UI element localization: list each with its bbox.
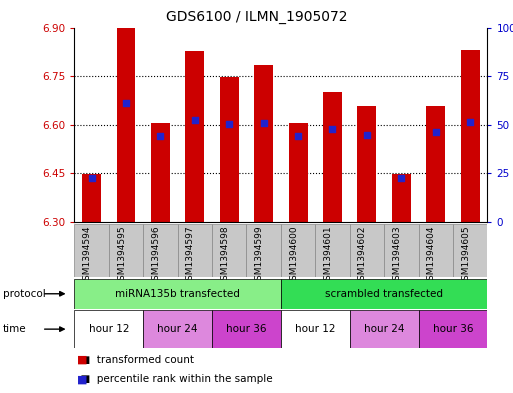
Point bbox=[466, 119, 474, 125]
Bar bbox=[82, 174, 101, 222]
Bar bbox=[426, 106, 445, 222]
Text: GSM1394604: GSM1394604 bbox=[427, 225, 436, 286]
Bar bbox=[109, 224, 143, 277]
Text: GSM1394594: GSM1394594 bbox=[83, 225, 92, 286]
Bar bbox=[350, 224, 384, 277]
Bar bbox=[185, 51, 204, 222]
Point bbox=[363, 131, 371, 138]
Text: hour 12: hour 12 bbox=[89, 324, 129, 334]
Bar bbox=[151, 123, 170, 222]
Text: hour 12: hour 12 bbox=[295, 324, 336, 334]
Point bbox=[260, 120, 268, 126]
Text: GSM1394602: GSM1394602 bbox=[358, 225, 367, 286]
Text: GSM1394601: GSM1394601 bbox=[324, 225, 332, 286]
Bar bbox=[315, 224, 350, 277]
Bar bbox=[392, 174, 411, 222]
Bar bbox=[281, 279, 487, 309]
Point bbox=[191, 117, 199, 123]
Text: GDS6100 / ILMN_1905072: GDS6100 / ILMN_1905072 bbox=[166, 10, 347, 24]
Text: GSM1394597: GSM1394597 bbox=[186, 225, 195, 286]
Point bbox=[294, 133, 302, 139]
Point bbox=[225, 121, 233, 127]
Text: hour 24: hour 24 bbox=[364, 324, 404, 334]
Bar bbox=[116, 28, 135, 222]
Text: GSM1394596: GSM1394596 bbox=[151, 225, 161, 286]
Text: ■: ■ bbox=[77, 374, 87, 384]
Text: hour 36: hour 36 bbox=[432, 324, 473, 334]
Text: ■: ■ bbox=[77, 354, 87, 365]
Bar bbox=[143, 310, 212, 348]
Bar bbox=[143, 224, 177, 277]
Bar bbox=[419, 224, 453, 277]
Text: GSM1394605: GSM1394605 bbox=[461, 225, 470, 286]
Text: miRNA135b transfected: miRNA135b transfected bbox=[115, 289, 240, 299]
Text: time: time bbox=[3, 324, 26, 334]
Text: GSM1394603: GSM1394603 bbox=[392, 225, 401, 286]
Text: GSM1394600: GSM1394600 bbox=[289, 225, 298, 286]
Text: hour 24: hour 24 bbox=[157, 324, 198, 334]
Point bbox=[431, 129, 440, 135]
Point bbox=[156, 133, 165, 139]
Bar bbox=[323, 92, 342, 222]
Bar bbox=[384, 224, 419, 277]
Bar bbox=[461, 50, 480, 222]
Bar bbox=[281, 310, 350, 348]
Bar bbox=[289, 123, 307, 222]
Bar bbox=[220, 77, 239, 222]
Point bbox=[122, 99, 130, 106]
Bar bbox=[350, 310, 419, 348]
Bar bbox=[281, 224, 315, 277]
Point bbox=[88, 175, 96, 182]
Text: GSM1394599: GSM1394599 bbox=[254, 225, 264, 286]
Text: ■  percentile rank within the sample: ■ percentile rank within the sample bbox=[74, 374, 273, 384]
Text: protocol: protocol bbox=[3, 289, 45, 299]
Bar bbox=[453, 224, 487, 277]
Bar bbox=[212, 310, 281, 348]
Bar bbox=[74, 310, 143, 348]
Bar bbox=[246, 224, 281, 277]
Point bbox=[397, 175, 405, 182]
Bar bbox=[74, 224, 109, 277]
Text: ■  transformed count: ■ transformed count bbox=[74, 354, 194, 365]
Text: GSM1394598: GSM1394598 bbox=[220, 225, 229, 286]
Point bbox=[328, 126, 337, 132]
Bar bbox=[358, 106, 377, 222]
Bar bbox=[254, 65, 273, 222]
Bar bbox=[74, 279, 281, 309]
Text: scrambled transfected: scrambled transfected bbox=[325, 289, 443, 299]
Bar bbox=[212, 224, 246, 277]
Text: hour 36: hour 36 bbox=[226, 324, 267, 334]
Text: GSM1394595: GSM1394595 bbox=[117, 225, 126, 286]
Bar bbox=[177, 224, 212, 277]
Bar bbox=[419, 310, 487, 348]
